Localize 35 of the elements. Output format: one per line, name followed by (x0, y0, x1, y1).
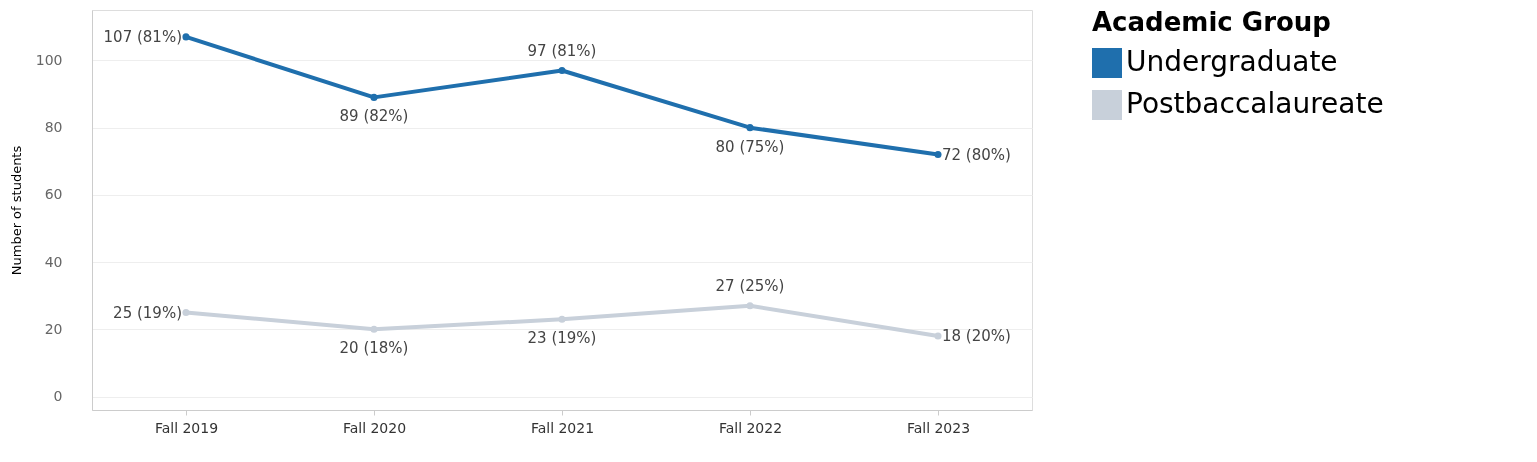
y-tick-label: 20 (44, 320, 63, 337)
y-axis-title: Number of students (8, 145, 24, 276)
data-label: 25 (19%) (113, 303, 182, 322)
point (370, 93, 378, 101)
point (746, 302, 754, 310)
data-label: 18 (20%) (942, 327, 1011, 346)
data-label: 72 (80%) (942, 145, 1011, 164)
point (934, 151, 942, 159)
data-label: 107 (81%) (103, 27, 182, 46)
data-label: 97 (81%) (527, 41, 597, 60)
x-tick-label: Fall 2021 (530, 419, 595, 436)
data-label: 20 (18%) (339, 339, 409, 358)
data-label: 27 (25%) (715, 276, 785, 295)
point (182, 33, 190, 41)
data-label: 80 (75%) (715, 137, 785, 156)
x-tick-label: Fall 2022 (718, 419, 783, 436)
point (558, 315, 566, 323)
point (182, 308, 190, 317)
legend-label: Undergraduate (1126, 45, 1338, 78)
legend-title: Academic Group (1092, 7, 1331, 37)
y-tick-label: 0 (53, 388, 63, 405)
data-label: 89 (82%) (339, 107, 409, 126)
y-tick-label: 100 (35, 51, 63, 68)
point (370, 325, 378, 333)
x-tick-label: Fall 2020 (342, 419, 407, 436)
point (746, 124, 754, 132)
point (934, 332, 942, 340)
data-label: 23 (19%) (527, 329, 597, 348)
y-tick-label: 80 (44, 119, 63, 136)
y-tick-label: 60 (44, 186, 63, 203)
y-tick-label: 40 (44, 253, 63, 270)
legend-label: Postbaccalaureate (1126, 87, 1384, 120)
x-tick-label: Fall 2019 (154, 419, 219, 436)
x-tick-label: Fall 2023 (906, 419, 971, 436)
point (558, 66, 566, 75)
